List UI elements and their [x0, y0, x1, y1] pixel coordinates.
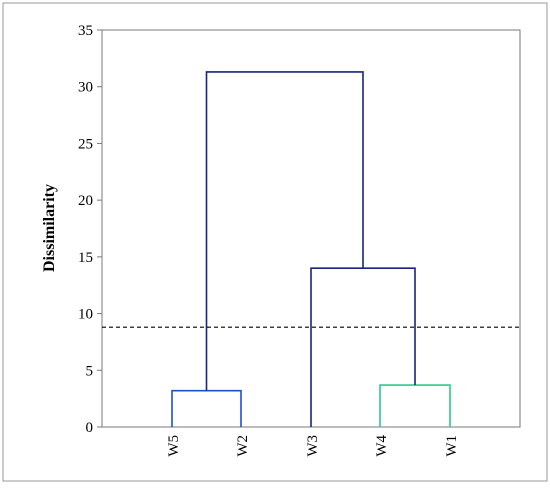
y-tick-label: 30 — [78, 80, 93, 96]
dendrogram-link — [205, 71, 364, 391]
leaf-label: W2 — [235, 435, 251, 457]
y-axis-ticks: 0 5 10 15 20 25 30 35 — [78, 23, 102, 436]
y-tick-label: 5 — [86, 363, 94, 379]
y-axis-title: Dissimilarity — [41, 184, 58, 272]
outer-border — [2, 2, 548, 482]
dendrogram-link — [171, 389, 242, 427]
leaf-label: W3 — [305, 435, 321, 457]
leaf-label: W4 — [374, 435, 390, 457]
y-tick-label: 25 — [78, 136, 93, 152]
y-tick-label: 0 — [86, 420, 94, 436]
leaf-label: W1 — [444, 435, 460, 457]
y-tick-label: 15 — [78, 250, 93, 266]
dendrogram-links — [171, 71, 451, 427]
y-tick-label: 35 — [78, 23, 93, 39]
leaf-label: W5 — [166, 435, 182, 457]
y-tick-label: 10 — [78, 307, 93, 323]
leaf-labels: W5 W2 W3 W4 W1 — [166, 435, 460, 457]
y-tick-label: 20 — [78, 193, 93, 209]
